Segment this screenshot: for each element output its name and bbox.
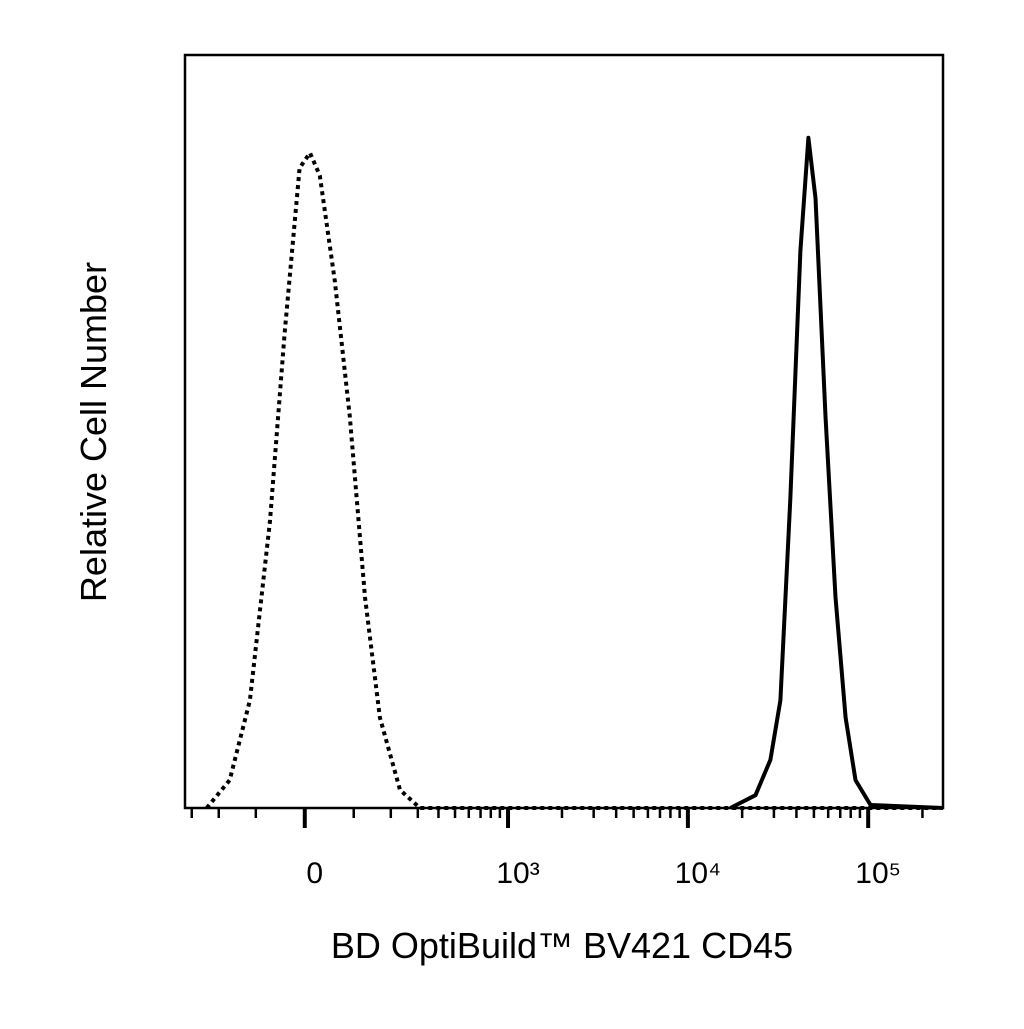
x-tick-label: 10⁴ bbox=[675, 857, 721, 890]
plot-frame bbox=[183, 53, 945, 810]
x-tick-label: 10³ bbox=[496, 857, 539, 890]
histogram-line bbox=[729, 135, 944, 810]
x-tick-label: 10⁵ bbox=[855, 857, 901, 890]
y-axis-label: Relative Cell Number bbox=[73, 262, 114, 602]
x-tick-label: 0 bbox=[306, 857, 323, 890]
x-axis-label: BD OptiBuild™ BV421 CD45 bbox=[331, 925, 793, 966]
histogram-line bbox=[205, 150, 943, 810]
